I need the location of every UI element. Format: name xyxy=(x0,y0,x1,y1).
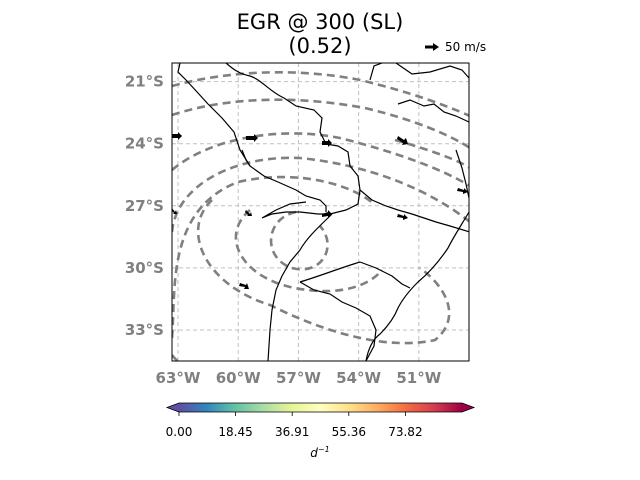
wind-vectors xyxy=(172,132,468,289)
unit-exponent: −1 xyxy=(317,445,330,454)
colorbar-tick-label: 55.36 xyxy=(332,425,366,439)
contour-line xyxy=(172,156,469,233)
wind-vector xyxy=(397,136,408,145)
wind-vector xyxy=(245,210,252,216)
latitude-tick-label: 30°S xyxy=(125,259,164,277)
latitude-tick-label: 24°S xyxy=(125,135,164,153)
colorbar-extend-low xyxy=(167,403,179,412)
contour-line xyxy=(196,199,451,345)
wind-vector xyxy=(322,210,332,218)
colorbar-tick-label: 18.45 xyxy=(218,425,252,439)
reference-vector: 50 m/s xyxy=(425,40,486,54)
coastline xyxy=(365,211,469,361)
border-line xyxy=(267,213,333,361)
longitude-tick-label: 60°W xyxy=(216,369,261,387)
title-line-1: EGR @ 300 (SL) xyxy=(236,10,404,34)
colorbar-ticks: 0.00 18.45 36.91 55.36 73.82 xyxy=(166,412,423,439)
border-line xyxy=(359,261,411,289)
longitude-tick-label: 54°W xyxy=(336,369,381,387)
wind-vector xyxy=(457,188,468,194)
border-line xyxy=(299,281,377,361)
latitude-tick-label: 21°S xyxy=(125,73,164,91)
colorbar: 0.00 18.45 36.91 55.36 73.82 xyxy=(166,402,476,439)
colorbar-tick-label: 0.00 xyxy=(166,425,193,439)
border-line xyxy=(397,99,469,123)
longitude-tick-label: 63°W xyxy=(156,369,201,387)
arrow-right-icon xyxy=(425,43,439,51)
contour-line xyxy=(172,175,376,339)
reference-vector-label: 50 m/s xyxy=(445,40,487,54)
colorbar-unit: d−1 xyxy=(0,445,640,460)
contour-line xyxy=(172,70,469,117)
longitude-tick-label: 51°W xyxy=(396,369,441,387)
border-line xyxy=(455,149,469,199)
contour-line xyxy=(172,98,469,149)
border-line xyxy=(395,63,469,79)
colorbar-extend-high xyxy=(462,403,474,412)
map-area xyxy=(172,63,469,361)
latitude-labels: 21°S 24°S 27°S 30°S 33°S xyxy=(125,73,164,339)
contour-line xyxy=(234,209,384,293)
colorbar-tick-label: 36.91 xyxy=(275,425,309,439)
longitude-tick-label: 57°W xyxy=(276,369,321,387)
wind-vector xyxy=(397,214,408,220)
wind-vector xyxy=(239,283,249,289)
unit-base: d xyxy=(310,446,318,460)
latitude-tick-label: 27°S xyxy=(125,197,164,215)
colorbar-gradient xyxy=(179,403,462,412)
wind-vector xyxy=(322,139,332,147)
wind-vector xyxy=(246,134,258,142)
latitude-tick-label: 33°S xyxy=(125,321,164,339)
border-line xyxy=(369,63,383,81)
contour-line xyxy=(172,354,180,361)
border-line xyxy=(359,189,469,233)
border-line xyxy=(261,201,319,219)
map-frame xyxy=(171,62,470,362)
longitude-labels: 63°W 60°W 57°W 54°W 51°W xyxy=(156,369,442,387)
border-line xyxy=(299,261,361,283)
colorbar-tick-label: 73.82 xyxy=(388,425,422,439)
contour-line xyxy=(172,132,469,187)
border-line xyxy=(241,149,251,167)
wind-vector xyxy=(172,208,177,214)
chart-title: EGR @ 300 (SL) (0.52) xyxy=(0,10,640,58)
contour-lines xyxy=(172,70,469,361)
title-line-2: (0.52) xyxy=(288,34,352,58)
wind-vector xyxy=(172,132,182,140)
